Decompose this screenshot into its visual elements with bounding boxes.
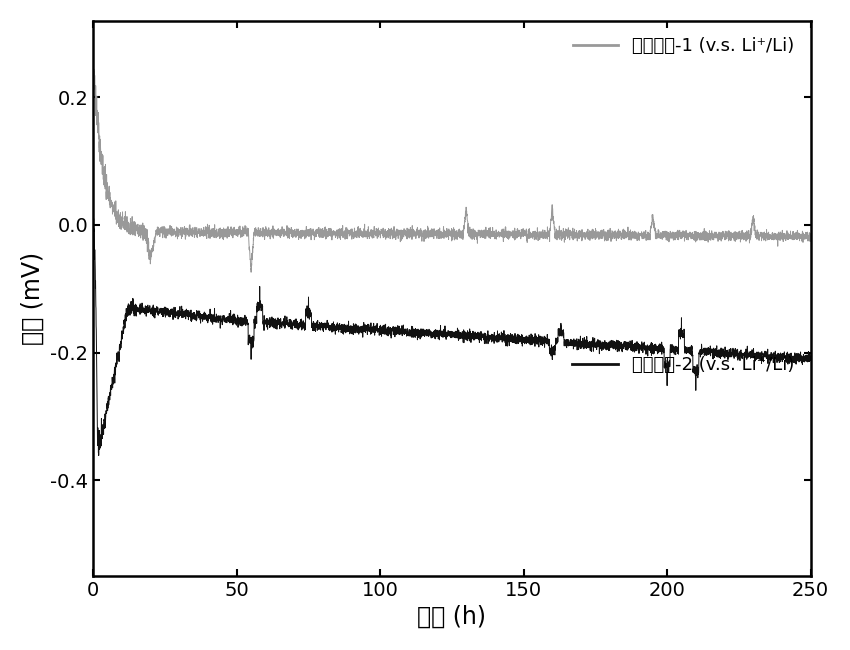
X-axis label: 时间 (h): 时间 (h) <box>417 605 486 629</box>
Legend: 参比电极-2 (v.s. Li⁺/Li): 参比电极-2 (v.s. Li⁺/Li) <box>565 348 802 381</box>
Y-axis label: 电位 (mV): 电位 (mV) <box>21 252 45 345</box>
